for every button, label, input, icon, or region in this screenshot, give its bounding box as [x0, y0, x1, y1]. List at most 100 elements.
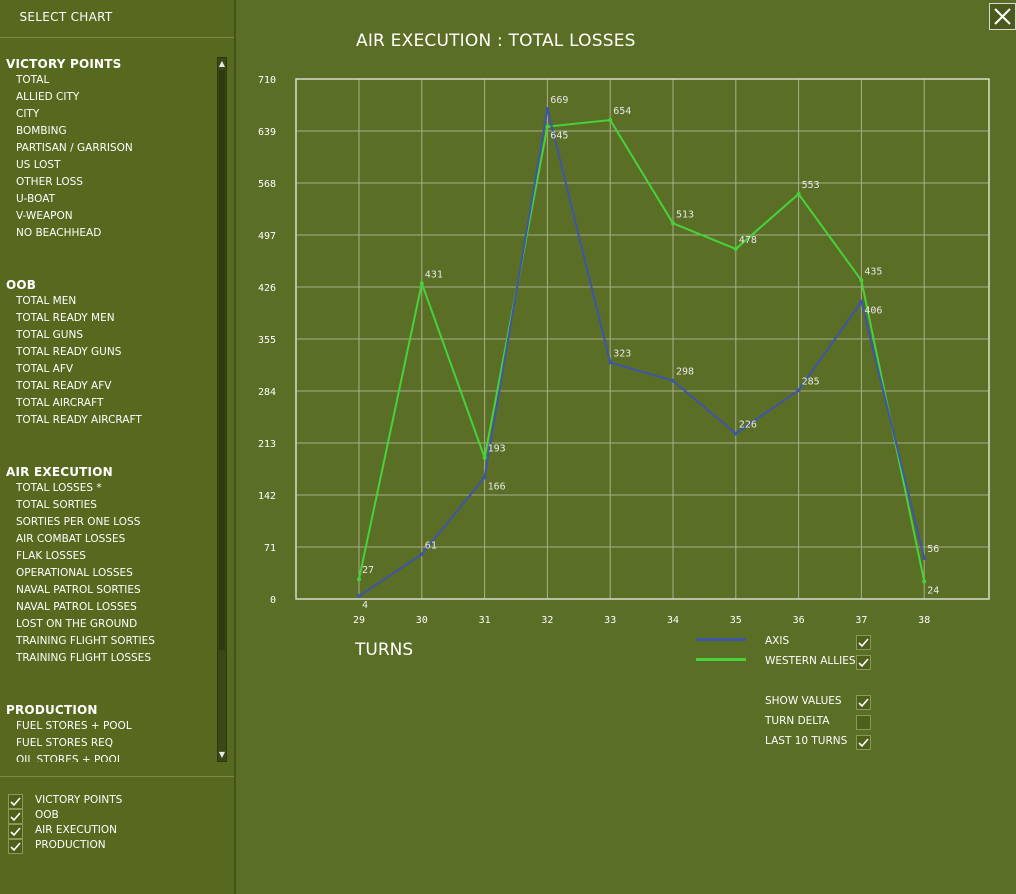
y-tick-label: 284 — [258, 387, 276, 398]
chart-item-oil-stores-pool[interactable]: OIL STORES + POOL — [16, 754, 123, 762]
data-point — [357, 594, 361, 599]
chart-item-flak-losses[interactable]: FLAK LOSSES — [16, 550, 86, 562]
chart-item-total-ready-guns[interactable]: TOTAL READY GUNS — [16, 346, 122, 358]
filter-checkbox[interactable] — [8, 839, 23, 854]
chart-item-total-men[interactable]: TOTAL MEN — [16, 295, 77, 307]
chart-item-total-ready-afv[interactable]: TOTAL READY AFV — [16, 380, 112, 392]
legend-swatch-western-allies — [696, 658, 746, 661]
x-tick-label: 34 — [667, 615, 679, 626]
filter-checkbox[interactable] — [8, 824, 23, 839]
data-label: 24 — [927, 585, 939, 596]
chart-item-no-beachhead[interactable]: NO BEACHHEAD — [16, 227, 102, 239]
data-point — [922, 555, 927, 560]
plot-frame — [295, 78, 990, 600]
option-checkbox-turn-delta[interactable] — [856, 715, 871, 730]
filter-oob[interactable]: OOB — [8, 809, 59, 824]
scrollbar-thumb[interactable] — [219, 70, 225, 650]
y-tick-label: 710 — [258, 75, 276, 86]
data-point — [671, 378, 675, 383]
y-tick-label: 0 — [270, 595, 276, 606]
chart-item-total-ready-men[interactable]: TOTAL READY MEN — [16, 312, 115, 324]
y-tick-label: 142 — [258, 491, 276, 502]
chart-list-scrollbar[interactable]: ▲ ▼ — [217, 57, 227, 762]
chart-item-fuel-stores-pool[interactable]: FUEL STORES + POOL — [16, 720, 132, 732]
filter-production[interactable]: PRODUCTION — [8, 839, 106, 854]
group-header-air-execution: AIR EXECUTION — [6, 465, 113, 479]
chart-item-total-aircraft[interactable]: TOTAL AIRCRAFT — [16, 397, 104, 409]
filter-label: OOB — [35, 809, 59, 821]
x-tick-label: 37 — [855, 615, 867, 626]
chart-item-total-afv[interactable]: TOTAL AFV — [16, 363, 74, 375]
chart-item-training-flight-sorties[interactable]: TRAINING FLIGHT SORTIES — [16, 635, 155, 647]
chart-item-allied-city[interactable]: ALLIED CITY — [16, 91, 80, 103]
series-toggle-axis[interactable] — [856, 635, 871, 650]
chart-item-air-combat-losses[interactable]: AIR COMBAT LOSSES — [16, 533, 126, 545]
x-tick-label: 36 — [793, 615, 805, 626]
chart-item-bombing[interactable]: BOMBING — [16, 125, 67, 137]
data-point — [796, 388, 801, 393]
data-label: 654 — [613, 106, 631, 117]
filter-label: AIR EXECUTION — [35, 824, 118, 836]
data-point — [608, 360, 613, 365]
series-line — [358, 118, 926, 582]
sidebar-title: SELECT CHART — [19, 10, 113, 24]
chart-item-v-weapon[interactable]: V-WEAPON — [16, 210, 73, 222]
chart-item-city[interactable]: CITY — [16, 108, 40, 120]
data-label: 27 — [362, 565, 374, 576]
chart-item-sorties-per-one-loss[interactable]: SORTIES PER ONE LOSS — [16, 516, 141, 528]
data-label: 478 — [739, 235, 757, 246]
filter-label: VICTORY POINTS — [35, 794, 123, 806]
data-point — [922, 579, 927, 584]
chart-item-operational-losses[interactable]: OPERATIONAL LOSSES — [16, 567, 133, 579]
filter-checkbox[interactable] — [8, 794, 23, 809]
option-checkbox-show-values[interactable] — [856, 695, 871, 710]
chart-item-lost-on-the-ground[interactable]: LOST ON THE GROUND — [16, 618, 138, 630]
filter-victory-points[interactable]: VICTORY POINTS — [8, 794, 122, 809]
data-label: 645 — [550, 131, 568, 142]
chart-item-total[interactable]: TOTAL — [16, 74, 50, 86]
chart-item-u-boat[interactable]: U-BOAT — [16, 193, 55, 205]
series-toggle-western-allies[interactable] — [856, 655, 871, 670]
data-label: 513 — [676, 209, 694, 220]
x-tick-label: 30 — [416, 615, 428, 626]
chart-item-total-sorties[interactable]: TOTAL SORTIES — [16, 499, 97, 511]
chart-item-training-flight-losses[interactable]: TRAINING FLIGHT LOSSES — [16, 652, 151, 664]
filter-label: PRODUCTION — [35, 839, 106, 851]
y-tick-label: 213 — [258, 439, 276, 450]
legend-label-western-allies: WESTERN ALLIES — [765, 655, 856, 667]
chart-item-total-guns[interactable]: TOTAL GUNS — [16, 329, 83, 341]
data-point — [859, 278, 864, 283]
filter-checkbox[interactable] — [8, 809, 23, 824]
chart-item-naval-patrol-sorties[interactable]: NAVAL PATROL SORTIES — [16, 584, 141, 596]
data-label: 61 — [425, 540, 437, 551]
filter-air-execution[interactable]: AIR EXECUTION — [8, 824, 117, 839]
data-label: 323 — [613, 348, 631, 359]
y-tick-label: 426 — [258, 283, 276, 294]
data-label: 193 — [488, 444, 506, 455]
chart-item-total-losses[interactable]: TOTAL LOSSES * — [16, 482, 102, 494]
x-tick-label: 31 — [479, 615, 491, 626]
chart-item-us-lost[interactable]: US LOST — [16, 159, 61, 171]
chart-list: VICTORY POINTS TOTAL ALLIED CITY CITY BOMBIN… — [0, 40, 234, 762]
series-axis — [357, 107, 927, 599]
data-label: 56 — [927, 544, 939, 555]
chart-grid — [296, 78, 989, 600]
chart-item-total-ready-aircraft[interactable]: TOTAL READY AIRCRAFT — [16, 414, 142, 426]
chart-item-naval-patrol-losses[interactable]: NAVAL PATROL LOSSES — [16, 601, 137, 613]
x-tick-label: 38 — [918, 615, 930, 626]
chart-item-fuel-stores-req[interactable]: FUEL STORES REQ — [16, 737, 114, 749]
legend-label-axis: AXIS — [765, 635, 790, 647]
data-point — [733, 431, 738, 436]
y-tick-label: 71 — [264, 543, 276, 554]
data-label: 431 — [425, 269, 443, 280]
chart-item-other-loss[interactable]: OTHER LOSS — [16, 176, 83, 188]
chart-item-partisan-garrison[interactable]: PARTISAN / GARRISON — [16, 142, 133, 154]
scroll-down-icon[interactable]: ▼ — [218, 750, 226, 759]
option-checkbox-last-10-turns[interactable] — [856, 735, 871, 750]
chart-title: AIR EXECUTION : TOTAL LOSSES — [356, 31, 636, 51]
data-label: 553 — [802, 180, 820, 191]
scroll-up-icon[interactable]: ▲ — [218, 59, 226, 68]
sidebar-divider-bottom — [0, 776, 234, 777]
data-point — [608, 118, 613, 123]
group-header-oob: OOB — [6, 278, 37, 292]
